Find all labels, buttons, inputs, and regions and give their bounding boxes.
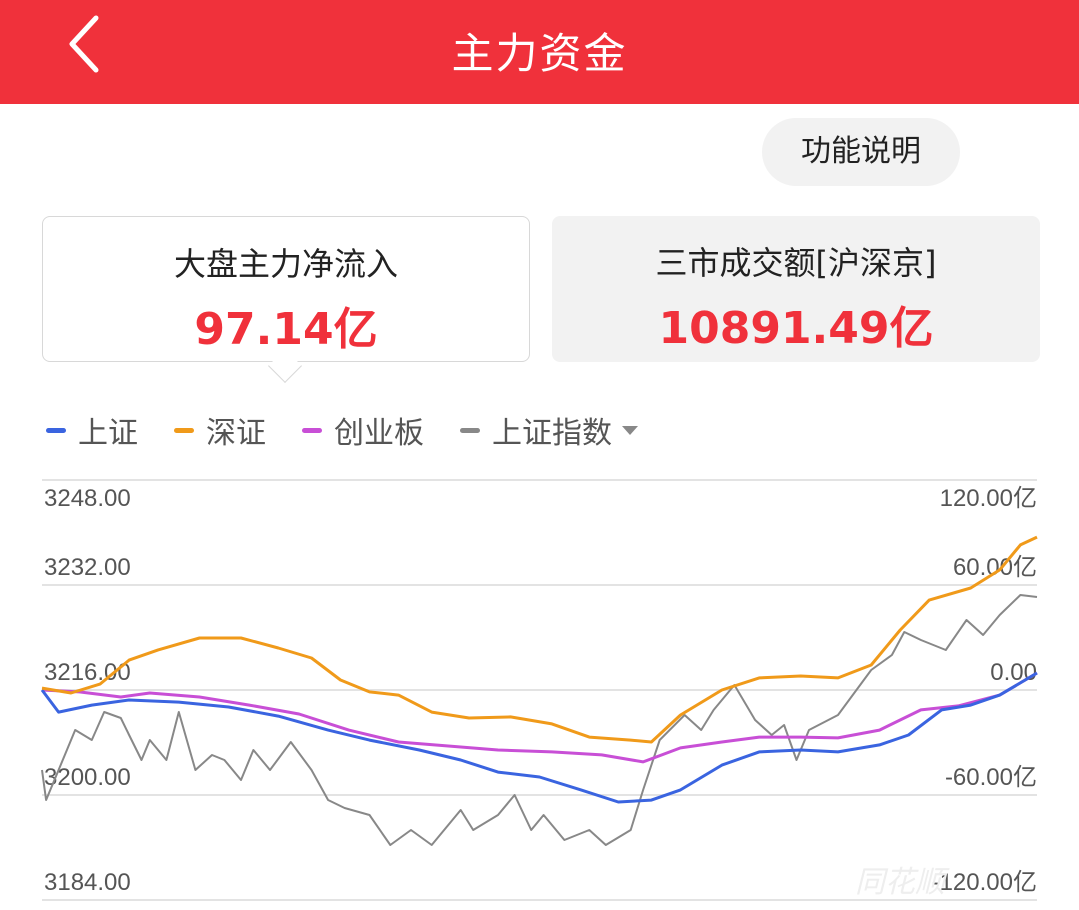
app-header: 主力资金 <box>0 0 1079 104</box>
watermark: 同花顺 <box>855 865 950 900</box>
series-line-3 <box>41 671 1038 764</box>
chart-legend: 上证 深证 创业板 上证指数 <box>46 408 674 452</box>
legend-swatch <box>302 427 322 433</box>
net-inflow-card[interactable]: 大盘主力净流入 97.14亿 <box>42 216 530 362</box>
legend-label: 深证 <box>206 416 266 451</box>
right-tick-label: -60.00亿 <box>945 764 1037 791</box>
legend-item-sh: 上证 <box>46 408 138 452</box>
right-tick-label: 0.00 <box>990 659 1037 686</box>
left-tick-label: 3200.00 <box>44 764 131 791</box>
left-tick-label: 3184.00 <box>44 869 131 896</box>
right-tick-label: 60.00亿 <box>953 554 1037 581</box>
right-tick-label: 120.00亿 <box>940 485 1037 512</box>
card-value: 10891.49亿 <box>658 303 934 354</box>
help-button[interactable]: 功能说明 <box>762 118 960 186</box>
legend-item-cyb: 创业板 <box>302 408 424 452</box>
series-line-1 <box>40 671 1038 804</box>
right-tick-label: -120.00亿 <box>932 869 1037 896</box>
fund-flow-chart: 3248.00 120.00亿 3232.00 60.00亿 3216.00 0.00 32… <box>40 479 1038 901</box>
legend-swatch <box>174 427 194 433</box>
page-title: 主力资金 <box>451 29 628 78</box>
legend-label: 创业板 <box>334 416 424 451</box>
legend-item-sz: 深证 <box>174 408 266 452</box>
legend-swatch <box>460 427 480 433</box>
left-tick-label: 3232.00 <box>44 554 131 581</box>
legend-swatch <box>46 427 66 433</box>
legend-label: 上证指数 <box>492 416 612 451</box>
card-value: 97.14亿 <box>194 304 378 355</box>
card-label: 大盘主力净流入 <box>173 245 398 283</box>
chevron-left-icon[interactable] <box>62 14 106 74</box>
series-line-4 <box>41 594 1038 846</box>
turnover-card[interactable]: 三市成交额[沪深京] 10891.49亿 <box>552 216 1040 362</box>
card-label: 三市成交额[沪深京] <box>655 244 937 282</box>
legend-label: 上证 <box>78 416 138 451</box>
left-tick-label: 3216.00 <box>44 659 131 686</box>
index-selector[interactable]: 上证指数 <box>460 408 638 452</box>
caret-down-icon <box>622 425 638 435</box>
left-tick-label: 3248.00 <box>44 485 131 512</box>
series-line-2 <box>41 535 1038 744</box>
